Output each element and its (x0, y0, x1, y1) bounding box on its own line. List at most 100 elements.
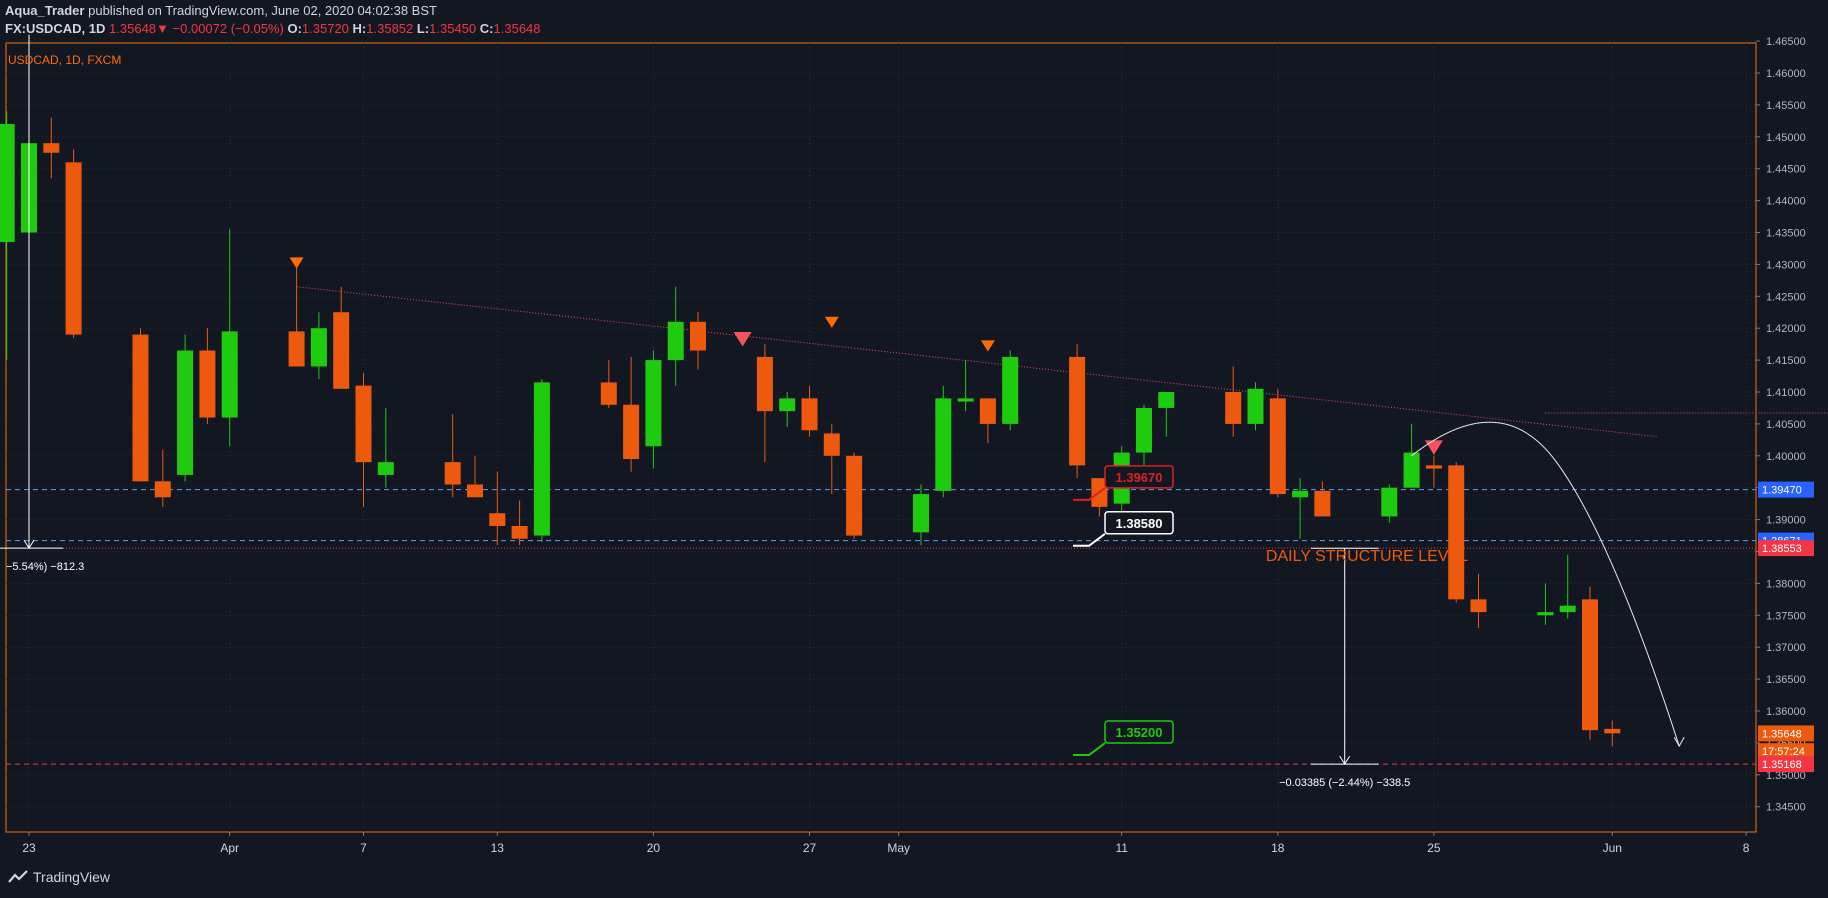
candle (935, 385, 952, 498)
y-tick-label: 1.43000 (1766, 259, 1806, 271)
candle-body (690, 321, 706, 351)
candle-body (667, 321, 684, 361)
candle (1247, 382, 1264, 431)
candle (1448, 462, 1465, 603)
candle (1582, 586, 1598, 740)
candle-body (177, 350, 194, 475)
projected-path-arrow-icon (1673, 736, 1685, 748)
candle-body (132, 334, 149, 482)
candle (1314, 481, 1331, 517)
down-triangle-marker-icon (1424, 440, 1443, 455)
measure-label: −5.54%) −812.3 (6, 561, 84, 573)
candle (132, 328, 149, 482)
candle-body (43, 143, 60, 153)
x-tick-label: 23 (22, 841, 36, 855)
x-tick-label: Jun (1603, 841, 1622, 855)
candle (623, 356, 640, 472)
price-scale-label-text: 1.35648 (1762, 728, 1802, 740)
y-tick-label: 1.35000 (1766, 770, 1806, 782)
price-scale-label-text: 17:57:24 (1762, 746, 1805, 758)
candle-body (533, 382, 550, 536)
callout-label: 1.38580 (1116, 516, 1163, 531)
price-scale-label: 1.38553 (1758, 540, 1814, 557)
candle-body (154, 481, 171, 498)
candle-body (355, 385, 372, 463)
candle-body (1582, 599, 1598, 731)
price-scale-label-bg (1758, 540, 1814, 557)
candle (1292, 478, 1309, 539)
callout-pointer (1073, 532, 1106, 547)
chart-title: USDCAD, 1D, FXCM (8, 53, 121, 67)
down-triangle-marker-icon (289, 257, 304, 269)
published-text: published on TradingView.com, June 02, 2… (88, 3, 437, 18)
candle (690, 312, 706, 370)
candle (489, 471, 506, 546)
down-arrow-icon: ▼ (156, 21, 169, 36)
price-scale-label: 1.35648 (1758, 725, 1814, 742)
y-tick-label: 1.34500 (1766, 802, 1806, 814)
price-change: −0.00072 (−0.05%) (172, 21, 284, 36)
candle-body (1470, 599, 1487, 613)
candle-body (65, 162, 82, 335)
footer-brand[interactable]: TradingView (8, 869, 110, 885)
chart-frame (5, 42, 1757, 833)
projected-path-curve (1411, 421, 1680, 747)
daily-structure-level-label: DAILY STRUCTURE LEVEL (1266, 548, 1468, 565)
candle (333, 286, 350, 389)
brand-label: TradingView (33, 869, 111, 885)
x-tick-label: 11 (1115, 841, 1128, 855)
y-tick-label: 1.46000 (1766, 68, 1806, 80)
candle (65, 149, 82, 338)
candle (199, 328, 216, 424)
x-tick-label: 13 (491, 841, 505, 855)
candle (913, 484, 929, 546)
y-tick-label: 1.37000 (1766, 642, 1806, 654)
candle (288, 264, 305, 367)
measure-tool (1310, 547, 1379, 766)
candle-body (779, 398, 796, 412)
resistance-trendline (296, 286, 1657, 438)
candle-body (957, 398, 974, 402)
candle-body (1314, 490, 1331, 517)
candle-body (1604, 728, 1621, 734)
candle (779, 392, 796, 428)
y-tick-label: 1.40000 (1766, 451, 1806, 463)
high-label: H: (352, 21, 367, 36)
y-tick-label: 1.46500 (1766, 36, 1806, 48)
author-name[interactable]: Aqua_Trader (5, 3, 85, 18)
candle-body (1537, 612, 1554, 616)
candle (43, 117, 60, 179)
y-tick-label: 1.36500 (1766, 674, 1806, 686)
candle-body (846, 455, 863, 536)
candle (1559, 554, 1576, 619)
y-tick-label: 1.40500 (1766, 419, 1806, 431)
price-scale-label: 1.35168 (1758, 756, 1814, 773)
candle-body (801, 398, 818, 431)
callout-box (1104, 720, 1174, 744)
x-tick-label: Apr (220, 841, 239, 855)
candle-body (511, 525, 528, 539)
candle (823, 423, 840, 495)
candle (957, 360, 974, 412)
callout-pointer (1073, 487, 1106, 501)
callout-pointer (1073, 742, 1106, 757)
y-tick-label: 1.41000 (1766, 387, 1806, 399)
candle (600, 360, 617, 408)
price-scale-label-bg (1758, 481, 1814, 498)
measure-label: −0.03385 (−2.44%) −338.5 (1279, 777, 1410, 789)
low-value: 1.35450 (429, 21, 477, 36)
x-tick-label: 8 (1743, 841, 1750, 855)
down-triangle-marker-icon (824, 316, 839, 328)
x-tick-label: 20 (647, 841, 661, 855)
candle (1158, 392, 1175, 437)
y-tick-label: 1.43500 (1766, 228, 1806, 240)
candle-body (1559, 605, 1576, 613)
candle-body (1269, 398, 1286, 495)
y-tick-label: 1.39000 (1766, 515, 1806, 527)
symbol-label: FX:USDCAD, 1D (5, 21, 106, 36)
y-tick-label: 1.42000 (1766, 323, 1806, 335)
candle-body (0, 124, 15, 243)
y-tick-label: 1.44000 (1766, 196, 1806, 208)
candle-body (756, 356, 773, 412)
